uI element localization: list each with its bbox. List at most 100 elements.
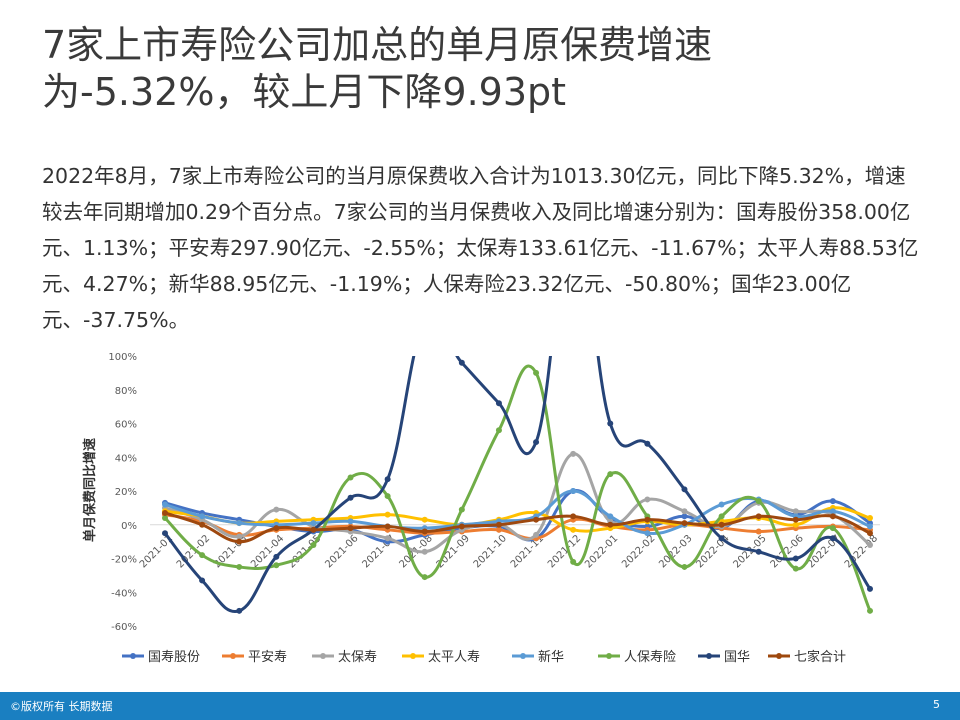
data-point [792, 516, 799, 523]
y-tick-label: -60% [111, 622, 137, 633]
data-point [421, 516, 428, 523]
data-point [273, 553, 280, 560]
series-line [163, 364, 872, 612]
data-point [644, 516, 651, 523]
data-point [495, 427, 502, 434]
legend-label: 国寿股份 [148, 650, 200, 665]
data-point [533, 369, 540, 376]
data-point [236, 533, 243, 540]
data-point [792, 555, 799, 562]
data-point [829, 525, 836, 532]
x-tick-label: 2021-06 [323, 533, 360, 570]
data-point [458, 359, 465, 366]
data-point [458, 523, 465, 530]
data-point [384, 476, 391, 483]
data-point [681, 486, 688, 493]
legend-item: 平安寿 [222, 650, 287, 665]
legend-label: 平安寿 [248, 650, 287, 665]
data-point [755, 498, 762, 505]
legend-label: 人保寿险 [624, 650, 676, 665]
data-point [867, 515, 873, 521]
data-point [495, 526, 502, 533]
data-point [347, 525, 354, 532]
series-line [164, 511, 871, 544]
data-point [755, 528, 762, 535]
series-6 [162, 364, 873, 614]
legend-marker [320, 653, 326, 659]
x-tick-label: 2022-06 [769, 533, 806, 570]
y-axis-tick-labels: 100% 80% 60% 40% 20% 0% -20% -40% -60% [108, 352, 137, 633]
data-point [867, 542, 873, 548]
data-point [867, 585, 873, 592]
data-point [162, 515, 168, 521]
legend-item: 太保寿 [312, 650, 377, 665]
data-point [162, 509, 168, 516]
legend-marker [410, 653, 416, 659]
y-tick-label: 80% [115, 386, 137, 397]
data-point [273, 525, 280, 532]
series-8 [162, 509, 873, 545]
data-point [867, 523, 873, 530]
data-point [236, 563, 243, 570]
legend-label: 太保寿 [338, 650, 377, 665]
data-point [162, 501, 168, 508]
chart-legend: 国寿股份 平安寿 太保寿 太平人寿 新华 人保寿险 国华 七家合计 [122, 649, 846, 665]
legend-marker [520, 653, 526, 659]
data-point [681, 508, 688, 515]
data-point [718, 513, 725, 520]
data-point [829, 508, 836, 515]
data-point [421, 574, 428, 581]
data-point [792, 565, 799, 572]
data-point [533, 516, 540, 523]
data-point [755, 548, 762, 555]
legend-marker [706, 653, 712, 659]
data-point [310, 520, 317, 527]
series-line [164, 452, 871, 554]
series-line [163, 356, 872, 613]
data-point [755, 513, 762, 520]
premium-growth-line-chart: 100%80%60%40%20%0%-20%-40%-60% 单月保费同比增速 … [82, 352, 880, 665]
x-tick-label: 2021-10 [472, 533, 509, 570]
data-point [829, 498, 836, 505]
data-point [644, 496, 651, 503]
y-tick-label: 40% [115, 453, 137, 464]
data-point [199, 552, 206, 559]
legend-label: 新华 [538, 649, 564, 665]
data-point [570, 513, 577, 520]
data-point [607, 420, 614, 427]
data-point [718, 535, 725, 542]
legend-marker [130, 653, 136, 659]
data-point [236, 607, 243, 614]
legend-marker [606, 653, 612, 659]
data-point [570, 558, 577, 565]
data-point [199, 513, 206, 520]
legend-label: 七家合计 [794, 649, 846, 665]
data-point [384, 511, 391, 518]
legend-item: 国华 [698, 650, 750, 665]
data-point [681, 513, 688, 520]
data-point [681, 520, 688, 527]
data-point [347, 474, 354, 481]
legend-label: 太平人寿 [428, 650, 480, 665]
y-tick-label: 100% [108, 352, 137, 363]
data-point [421, 548, 428, 555]
y-tick-label: 60% [115, 420, 137, 431]
legend-item: 国寿股份 [122, 650, 200, 665]
y-tick-label: -20% [111, 555, 137, 566]
legend-item: 新华 [512, 649, 564, 665]
data-point [199, 577, 206, 584]
data-point [347, 518, 354, 525]
data-point [607, 513, 614, 520]
data-point [273, 506, 280, 513]
data-point [495, 521, 502, 528]
data-point [570, 488, 577, 494]
y-tick-label: 20% [115, 487, 137, 498]
x-tick-label: 2022-02 [620, 533, 657, 570]
data-point [570, 450, 577, 457]
data-point [310, 542, 317, 548]
y-tick-label: 0% [121, 521, 137, 532]
data-point [718, 521, 725, 528]
data-point [273, 562, 280, 569]
footer-copyright: ©版权所有 长期数据 [10, 700, 113, 713]
legend-label: 国华 [724, 650, 750, 665]
